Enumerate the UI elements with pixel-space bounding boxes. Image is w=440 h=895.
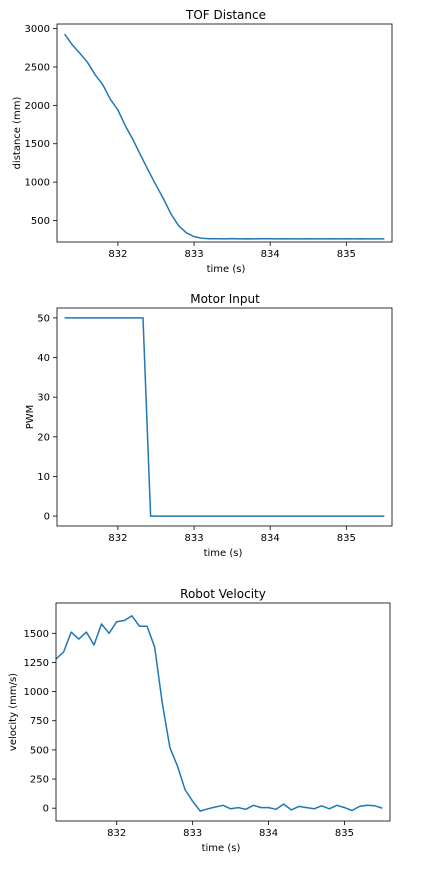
tof-distance-x-label: time (s)	[207, 264, 246, 275]
y-tick-label: 1500	[25, 139, 50, 150]
x-tick-label: 833	[184, 249, 203, 260]
x-tick-label: 833	[183, 828, 202, 839]
motor-input-title: Motor Input	[190, 292, 260, 306]
robot-velocity-series-line	[55, 615, 383, 812]
x-tick-label: 835	[337, 249, 356, 260]
tof-distance-title: TOF Distance	[185, 8, 266, 22]
robot-velocity-chart: Robot Velocity 832 833 834 835 0 250 500 750 100…	[8, 587, 391, 854]
tof-distance-chart: TOF Distance 832 833 834 835 500 1000 1500 2000…	[12, 8, 393, 275]
y-tick-label: 50	[37, 313, 50, 324]
x-tick-label: 834	[261, 533, 280, 544]
motor-input-chart: Motor Input 832 833 834 835 0 10 20 30 40 50 time…	[25, 292, 393, 559]
motor-input-y-label: PWM	[25, 405, 36, 430]
y-tick-label: 2000	[25, 101, 50, 112]
x-tick-label: 833	[184, 533, 203, 544]
y-tick-label: 750	[30, 716, 49, 727]
y-tick-label: 250	[30, 775, 49, 786]
x-tick-label: 832	[108, 533, 127, 544]
y-tick-label: 2500	[25, 62, 50, 73]
y-tick-label: 3000	[25, 24, 50, 35]
y-tick-label: 1000	[25, 178, 50, 189]
motor-input-series-line	[64, 317, 385, 517]
y-tick-label: 1250	[24, 658, 49, 669]
tof-distance-y-label: distance (mm)	[12, 96, 23, 169]
motor-input-frame	[56, 307, 393, 527]
tof-distance-frame	[56, 23, 393, 243]
tof-distance-series-line	[63, 33, 385, 240]
y-tick-label: 1000	[24, 687, 49, 698]
motor-input-x-label: time (s)	[204, 548, 243, 559]
x-tick-label: 832	[108, 249, 127, 260]
y-tick-label: 500	[30, 745, 49, 756]
x-tick-label: 835	[335, 828, 354, 839]
y-tick-label: 0	[44, 512, 50, 523]
y-tick-label: 10	[37, 472, 50, 483]
y-tick-label: 500	[31, 216, 50, 227]
y-tick-label: 40	[37, 353, 50, 364]
y-tick-label: 30	[37, 393, 50, 404]
robot-velocity-title: Robot Velocity	[180, 587, 266, 601]
x-tick-label: 834	[259, 828, 278, 839]
y-tick-label: 20	[37, 432, 50, 443]
x-tick-label: 834	[261, 249, 280, 260]
x-tick-label: 835	[337, 533, 356, 544]
robot-velocity-frame	[55, 602, 391, 822]
robot-velocity-plot-area: 832 833 834 835 0 250 500 750 1000 1250 1500	[24, 615, 383, 839]
motor-input-plot-area: 832 833 834 835 0 10 20 30 40 50	[37, 313, 385, 544]
y-tick-label: 1500	[24, 629, 49, 640]
x-tick-label: 832	[107, 828, 126, 839]
y-tick-label: 0	[43, 804, 49, 815]
robot-velocity-y-label: velocity (mm/s)	[8, 673, 19, 751]
tof-distance-plot-area: 832 833 834 835 500 1000 1500 2000 2500 3000	[25, 24, 385, 260]
robot-velocity-x-label: time (s)	[202, 843, 241, 854]
